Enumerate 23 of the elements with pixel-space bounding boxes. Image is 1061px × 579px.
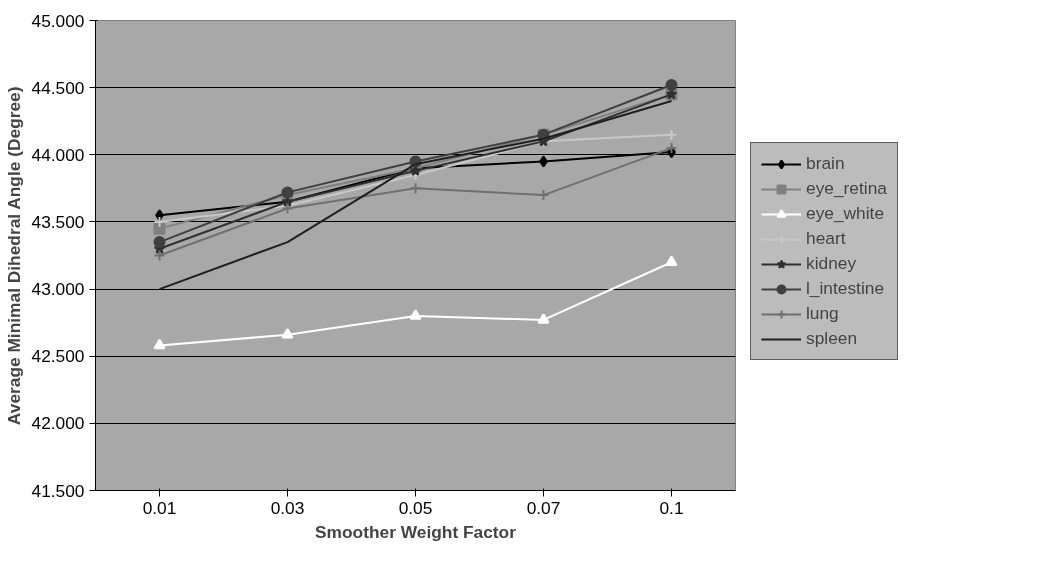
- y-tick-label: 43.500: [31, 211, 85, 232]
- legend-label: spleen: [806, 328, 858, 349]
- x-tick-label: 0.01: [142, 497, 177, 518]
- y-tick-label: 44.500: [31, 77, 85, 98]
- x-tick-label: 0.1: [659, 497, 684, 518]
- legend-label: lung: [806, 303, 839, 324]
- x-tick-label: 0.07: [526, 497, 561, 518]
- y-tick-label: 44.000: [31, 144, 85, 165]
- y-tick-label: 43.000: [31, 279, 85, 300]
- x-axis-title: Smoother Weight Factor: [315, 521, 517, 542]
- x-tick-label: 0.03: [270, 497, 305, 518]
- legend-label: kidney: [806, 253, 857, 274]
- legend-label: eye_retina: [806, 178, 887, 199]
- x-tick-label: 0.05: [398, 497, 433, 518]
- y-tick-label: 42.000: [31, 413, 85, 434]
- y-tick-label: 41.500: [31, 480, 85, 501]
- y-axis-title: Average Minimal Dihedral Angle (Degree): [3, 86, 24, 426]
- legend-label: eye_white: [806, 203, 885, 224]
- legend-label: brain: [806, 153, 845, 174]
- y-tick-label: 45.000: [31, 10, 85, 31]
- legend-label: l_intestine: [806, 278, 885, 299]
- legend-label: heart: [806, 228, 846, 249]
- y-tick-label: 42.500: [31, 346, 85, 367]
